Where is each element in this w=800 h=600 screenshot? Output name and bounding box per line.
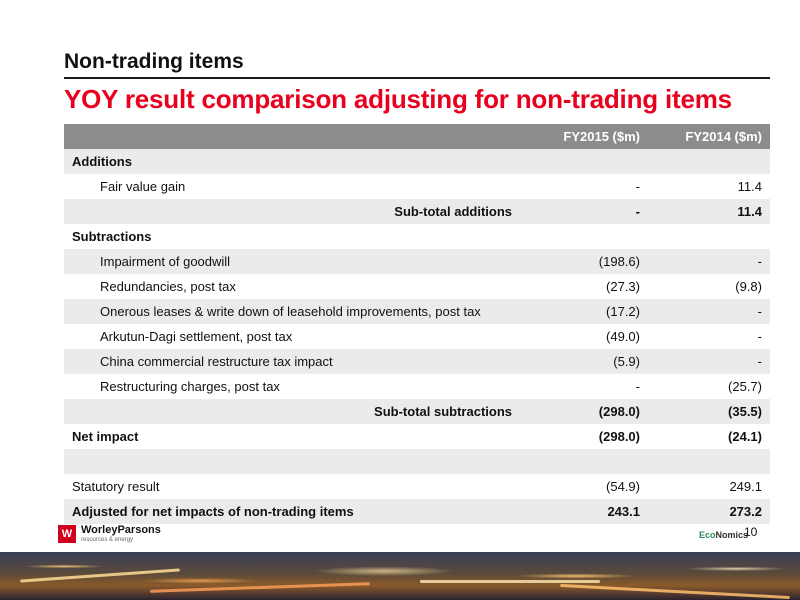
section-row-additions: Additions [64,149,770,174]
row-label: Impairment of goodwill [64,249,520,274]
net-impact-row: Net impact (298.0) (24.1) [64,424,770,449]
fy2014-value [648,224,770,249]
column-header-fy2014: FY2014 ($m) [648,124,770,149]
logo-name: WorleyParsons [81,524,161,536]
adjusted-result-row: Adjusted for net impacts of non-trading … [64,499,770,524]
fy2014-value: (25.7) [728,379,762,394]
table-header-row: FY2015 ($m) FY2014 ($m) [64,124,770,149]
table-row: Restructuring charges, post tax - (25.7) [64,374,770,399]
spacer-row [64,449,770,474]
fy2014-value: 249.1 [729,479,762,494]
logo-mark-letter: W [61,527,73,540]
eco-logo-suffix: Nomics [715,530,749,540]
row-label: Onerous leases & write down of leasehold… [64,299,520,324]
fy2014-value [648,449,770,474]
row-label: Arkutun-Dagi settlement, post tax [100,329,293,344]
row-label: Fair value gain [100,179,186,194]
comparison-table: FY2015 ($m) FY2014 ($m) Additions Fair v… [64,124,770,524]
table-row: China commercial restructure tax impact … [64,349,770,374]
fy2014-value [648,149,770,174]
fy2015-value: - [635,379,640,394]
light-streak [150,582,370,593]
row-label: Redundancies, post tax [100,279,236,294]
light-streak [420,580,600,583]
table-row: Arkutun-Dagi settlement, post tax (49.0)… [64,324,770,349]
fy2015-value [520,224,648,249]
row-label: Subtractions [72,229,152,244]
slide-subtitle: YOY result comparison adjusting for non-… [64,84,732,114]
fy2015-value: (5.9) [520,349,648,374]
row-label: Restructuring charges, post tax [100,379,280,394]
title-divider [64,77,770,79]
row-label [64,449,520,474]
city-lights-banner [0,552,800,600]
light-streak [20,568,180,583]
fy2015-value [520,149,648,174]
fy2014-value: (35.5) [648,399,770,424]
table-row: Onerous leases & write down of leasehold… [64,299,770,324]
fy2015-value: (17.2) [520,299,648,324]
worleyparsons-logo-mark: W [58,525,76,543]
table-row: Fair value gain - 11.4 [64,174,770,199]
fy2015-value: (298.0) [598,429,640,444]
row-label: Adjusted for net impacts of non-trading … [64,499,520,524]
table-row: Redundancies, post tax (27.3) (9.8) [64,274,770,299]
fy2015-value: (198.6) [520,249,648,274]
column-header-fy2015: FY2015 ($m) [520,124,648,149]
fy2015-value [520,449,648,474]
fy2014-value: 273.2 [648,499,770,524]
fy2014-value: (24.1) [728,429,762,444]
fy2014-value: 11.4 [737,179,762,194]
economics-logo: EcoNomics [699,530,748,540]
fy2015-value: (54.9) [606,479,640,494]
worleyparsons-logo: W WorleyParsons resources & energy [58,524,161,544]
eco-logo-prefix: Eco [699,530,716,540]
subtotal-row-additions: Sub-total additions - 11.4 [64,199,770,224]
fy2015-value: 243.1 [520,499,648,524]
section-row-subtractions: Subtractions [64,224,770,249]
fy2015-value: (298.0) [520,399,648,424]
fy2014-value: (9.8) [735,279,762,294]
table-row: Impairment of goodwill (198.6) - [64,249,770,274]
fy2015-value: (49.0) [606,329,640,344]
fy2014-value: - [648,249,770,274]
column-header-label [64,124,520,149]
row-label: Net impact [72,429,139,444]
slide-title: Non-trading items [64,50,244,73]
row-label: Additions [64,149,520,174]
fy2015-value: (27.3) [606,279,640,294]
fy2014-value: - [648,299,770,324]
row-label: Sub-total subtractions [64,399,520,424]
fy2014-value: 11.4 [648,199,770,224]
logo-tagline: resources & energy [81,537,134,543]
subtotal-row-subtractions: Sub-total subtractions (298.0) (35.5) [64,399,770,424]
row-label: Sub-total additions [64,199,520,224]
row-label: China commercial restructure tax impact [64,349,520,374]
statutory-result-row: Statutory result (54.9) 249.1 [64,474,770,499]
fy2014-value: - [648,349,770,374]
row-label: Statutory result [72,479,160,494]
fy2015-value: - [520,199,648,224]
fy2015-value: - [635,179,640,194]
fy2014-value: - [757,329,762,344]
light-streak [560,583,790,600]
page-number: 10 [744,525,758,539]
